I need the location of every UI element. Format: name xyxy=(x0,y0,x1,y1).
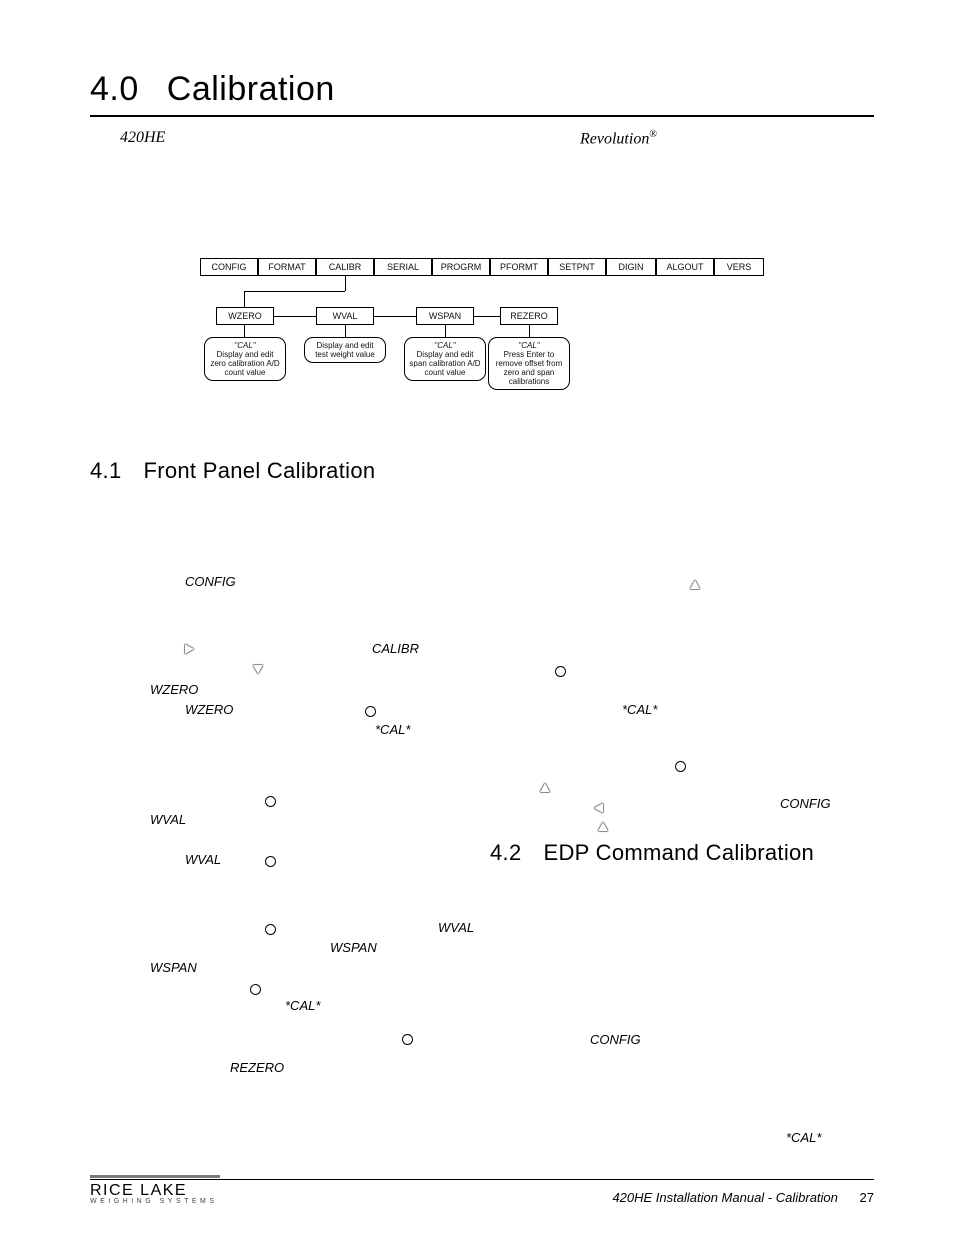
callout-rezero: "CAL" Press Enter to remove offset from … xyxy=(488,337,570,390)
callout-wval: Display and edit test weight value xyxy=(304,337,386,363)
circle-icon xyxy=(555,664,566,682)
menu-box-pformt: PFORMT xyxy=(490,258,548,276)
fragment-cal-r2: *CAL* xyxy=(786,1130,821,1145)
footer-text: 420HE Installation Manual - Calibration xyxy=(612,1190,837,1205)
section-title: 4.0 Calibration xyxy=(90,70,874,109)
section-number: 4.0 xyxy=(90,70,139,108)
subsection-number: 4.1 xyxy=(90,458,121,483)
fragment-cal: *CAL* xyxy=(375,722,410,737)
fragment-wval-2: WVAL xyxy=(185,852,221,867)
subsection-4-2: 4.2 EDP Command Calibration xyxy=(490,840,814,866)
fragment-config: CONFIG xyxy=(185,574,236,589)
fragment-cal-r: *CAL* xyxy=(622,702,657,717)
circle-icon xyxy=(365,704,376,722)
menu-diagram: CONFIG FORMAT CALIBR SERIAL PROGRM PFORM… xyxy=(200,258,874,418)
diagram-line xyxy=(345,325,346,337)
fragment-calibr: CALIBR xyxy=(372,641,419,656)
menu-box-rezero: REZERO xyxy=(500,307,558,325)
circle-icon xyxy=(265,794,276,812)
fragment-rezero: REZERO xyxy=(230,1060,284,1075)
section-heading: Calibration xyxy=(167,70,335,108)
subsection-number: 4.2 xyxy=(490,840,521,865)
diagram-line xyxy=(244,291,345,292)
fragment-wspan: WSPAN xyxy=(330,940,377,955)
diagram-line xyxy=(445,325,446,337)
menu-box-vers: VERS xyxy=(714,258,764,276)
diagram-line xyxy=(244,291,245,307)
subsection-4-1: 4.1 Front Panel Calibration xyxy=(90,458,874,484)
menu-box-wspan: WSPAN xyxy=(416,307,474,325)
menu-box-digin: DIGIN xyxy=(606,258,656,276)
menu-box-calibr: CALIBR xyxy=(316,258,374,276)
menu-box-config: CONFIG xyxy=(200,258,258,276)
fragment-config-r: CONFIG xyxy=(780,796,831,811)
diagram-line xyxy=(529,325,530,337)
subsection-heading: Front Panel Calibration xyxy=(143,458,375,483)
footer: RICE LAKE WEIGHING SYSTEMS 420HE Install… xyxy=(90,1175,874,1205)
fragment-wzero-2: WZERO xyxy=(185,702,233,717)
diagram-line xyxy=(274,316,316,317)
footer-rule-thick xyxy=(90,1175,220,1178)
triangle-left-icon xyxy=(594,800,603,818)
page-number: 27 xyxy=(860,1190,874,1205)
menu-box-wval: WVAL xyxy=(316,307,374,325)
circle-icon xyxy=(265,854,276,872)
menu-box-progrm: PROGRM xyxy=(432,258,490,276)
triangle-up-icon xyxy=(540,779,550,797)
triangle-up-icon xyxy=(690,576,700,594)
diagram-line xyxy=(374,316,416,317)
triangle-right-icon xyxy=(185,641,194,659)
circle-icon xyxy=(402,1032,413,1050)
menu-box-setpnt: SETPNT xyxy=(548,258,606,276)
diagram-line xyxy=(474,316,500,317)
fragment-config-r2: CONFIG xyxy=(590,1032,641,1047)
fragment-wval: WVAL xyxy=(150,812,186,827)
diagram-line xyxy=(244,325,245,337)
triangle-up-icon xyxy=(598,818,608,836)
menu-box-algout: ALGOUT xyxy=(656,258,714,276)
page: 4.0 Calibration 420HE Revolution® CONFIG … xyxy=(0,0,954,1235)
fragment-cal-2: *CAL* xyxy=(285,998,320,1013)
menu-box-wzero: WZERO xyxy=(216,307,274,325)
menu-box-format: FORMAT xyxy=(258,258,316,276)
intro-row: 420HE Revolution® xyxy=(120,129,874,148)
footer-rule-thin xyxy=(90,1179,874,1180)
fragment-wval-3: WVAL xyxy=(438,920,474,935)
intro-right: Revolution® xyxy=(580,129,657,148)
menu-box-serial: SERIAL xyxy=(374,258,432,276)
callout-wspan: "CAL" Display and edit span calibration … xyxy=(404,337,486,381)
circle-icon xyxy=(265,922,276,940)
fragment-wspan-2: WSPAN xyxy=(150,960,197,975)
circle-icon xyxy=(675,759,686,777)
callout-wzero: "CAL" Display and edit zero calibration … xyxy=(204,337,286,381)
triangle-down-icon xyxy=(253,661,263,679)
diagram-line xyxy=(345,276,346,291)
circle-icon xyxy=(250,982,261,1000)
title-rule xyxy=(90,115,874,117)
fragment-wzero: WZERO xyxy=(150,682,198,697)
intro-left: 420HE xyxy=(120,129,580,148)
subsection-heading: EDP Command Calibration xyxy=(543,840,814,865)
footer-right: 420HE Installation Manual - Calibration … xyxy=(612,1190,874,1205)
